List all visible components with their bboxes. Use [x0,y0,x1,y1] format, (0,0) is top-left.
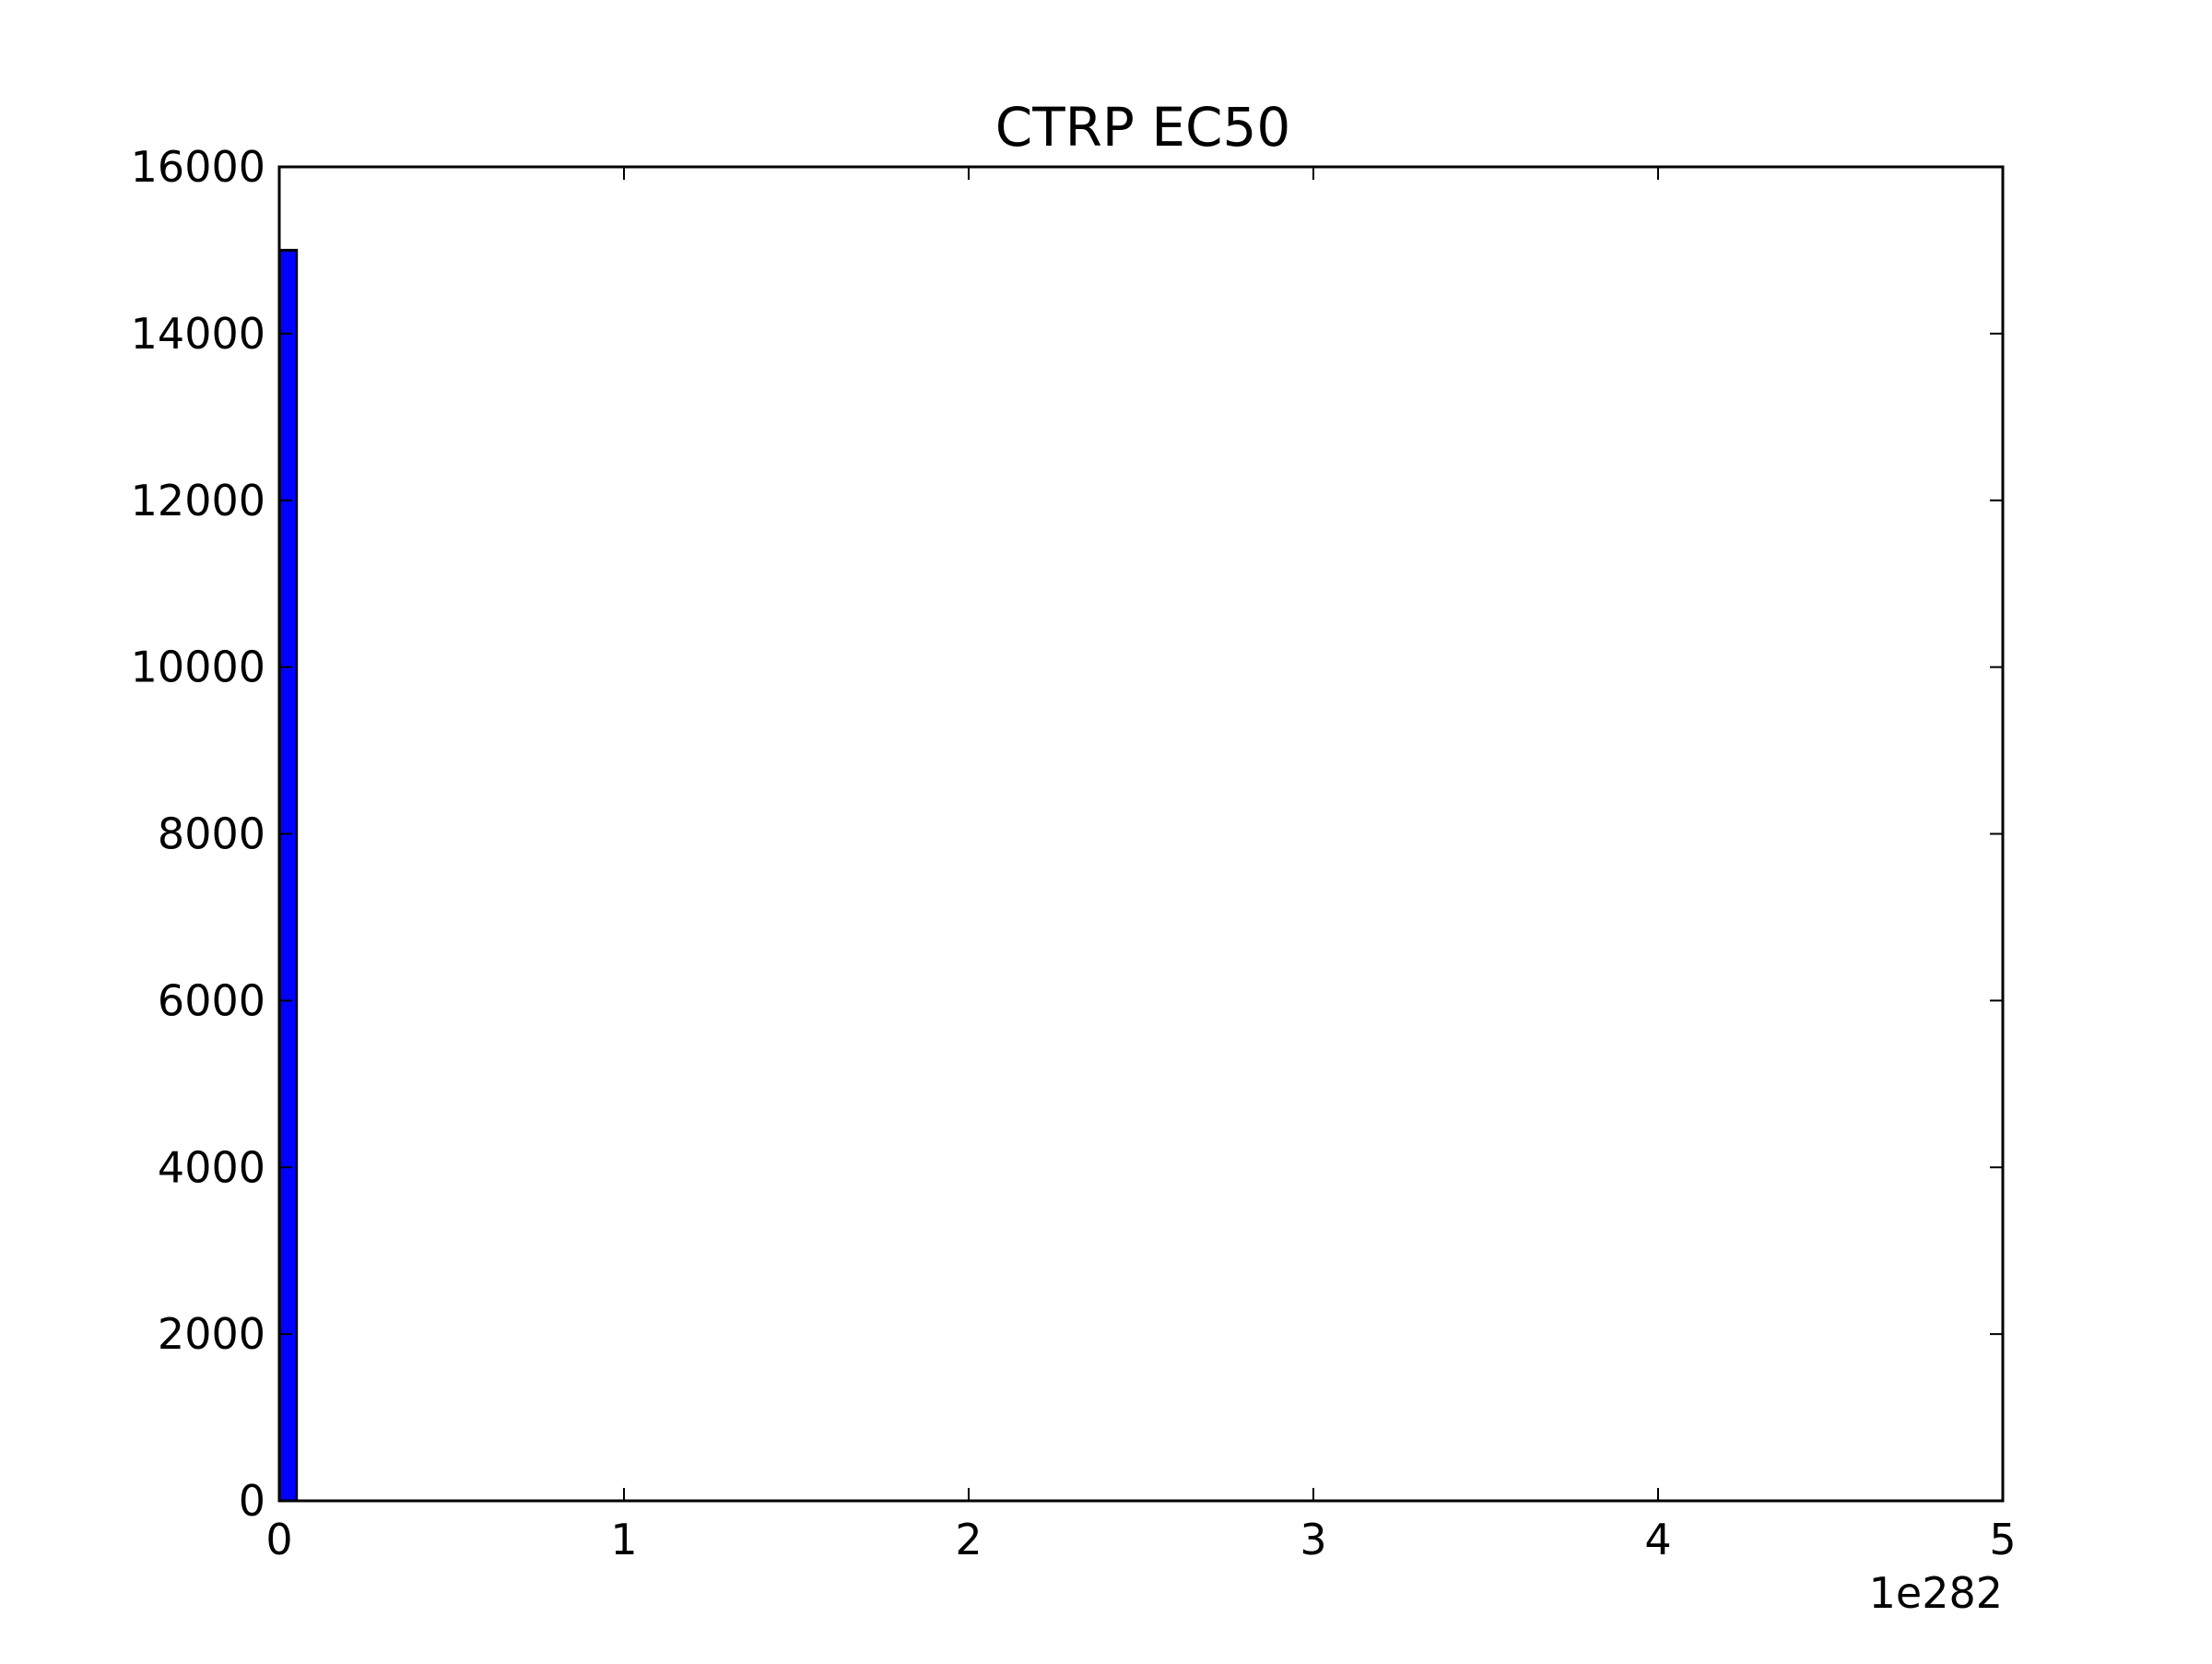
x-tick-label-1: 1 [610,1515,637,1564]
y-tick-labels: 0 2000 4000 6000 8000 10000 12000 14000 16000 [131,142,265,1526]
bars-layer [277,248,299,1503]
y-tick-label-3: 6000 [158,975,265,1025]
y-tick-label-5: 10000 [131,643,265,692]
plot-frame [277,165,2005,1503]
x-tick-label-5: 5 [1989,1515,2016,1564]
x-tick-label-0: 0 [265,1515,292,1564]
y-tick-label-0: 0 [239,1476,265,1526]
histogram-bar-0 [277,248,299,1503]
ticks-layer [278,166,2004,1502]
x-tick-labels: 0 1 2 3 4 5 [265,1515,2016,1564]
y-tick-label-8: 16000 [131,142,265,192]
x-tick-label-3: 3 [1300,1515,1326,1564]
y-tick-label-7: 14000 [131,309,265,359]
y-tick-label-6: 12000 [131,476,265,525]
y-tick-label-2: 4000 [158,1142,265,1192]
y-tick-label-1: 2000 [158,1309,265,1359]
chart-title: CTRP EC50 [995,96,1291,159]
y-tick-label-4: 8000 [158,809,265,859]
x-tick-label-2: 2 [955,1515,982,1564]
x-tick-label-4: 4 [1644,1515,1671,1564]
x-axis-offset-label: 1e282 [1869,1568,2003,1618]
